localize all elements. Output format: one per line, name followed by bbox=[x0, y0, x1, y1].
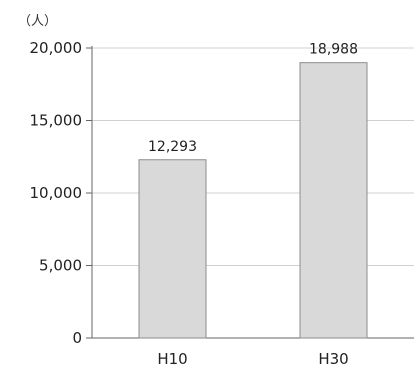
y-tick-label: 5,000 bbox=[39, 257, 82, 275]
y-tick-label: 0 bbox=[72, 329, 82, 347]
bar-value-label: 12,293 bbox=[148, 139, 197, 155]
bar bbox=[138, 159, 207, 339]
x-tick-label: H10 bbox=[157, 350, 187, 368]
x-tick-label: H30 bbox=[318, 350, 348, 368]
bars: 12,293 18,988 bbox=[138, 42, 368, 339]
y-tick-label: 20,000 bbox=[30, 39, 83, 57]
bar-value-label: 18,988 bbox=[309, 42, 358, 58]
y-tick-label: 10,000 bbox=[30, 184, 83, 202]
y-axis-unit-label: （人） bbox=[18, 14, 57, 29]
y-tick-label: 15,000 bbox=[30, 112, 83, 130]
y-axis-ticks: 0 5,000 10,000 15,000 20,000 bbox=[30, 39, 92, 347]
x-axis-ticks: H10 H30 bbox=[157, 350, 348, 368]
bar bbox=[299, 62, 368, 339]
